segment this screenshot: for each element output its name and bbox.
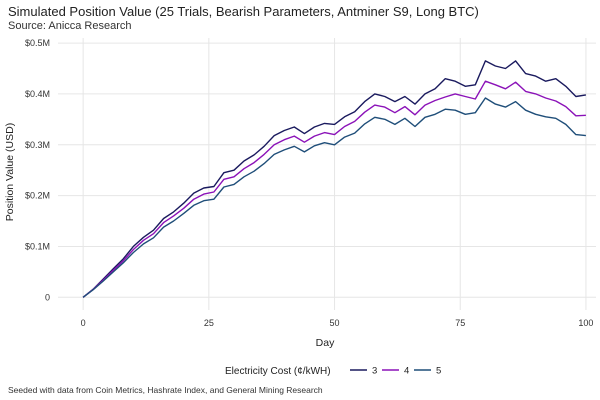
chart-caption: Seeded with data from Coin Metrics, Hash… [8, 385, 323, 395]
y-tick-label: $0.4M [25, 89, 50, 99]
series-line-4 [82, 80, 586, 298]
x-axis-title: Day [316, 337, 335, 349]
series-lines [82, 60, 587, 298]
x-tick-label: 50 [330, 318, 340, 328]
y-tick-label: $0.3M [25, 140, 50, 150]
series-line-3 [82, 60, 587, 298]
x-tick-label: 0 [81, 318, 86, 328]
x-tick-label: 75 [455, 318, 465, 328]
y-tick-label: 0 [45, 292, 50, 302]
series-line-5 [82, 97, 586, 298]
x-tick-label: 25 [204, 318, 214, 328]
legend-label-5: 5 [436, 366, 441, 377]
legend-label-3: 3 [372, 366, 377, 377]
x-tick-label: 100 [578, 318, 593, 328]
legend-title: Electricity Cost (¢/kWH) [225, 366, 331, 377]
y-axis-title: Position Value (USD) [4, 123, 16, 221]
chart-title: Simulated Position Value (25 Trials, Bea… [8, 4, 479, 19]
y-tick-label: $0.5M [25, 38, 50, 48]
y-axis-ticks: 0 $0.1M $0.2M $0.3M $0.4M $0.5M [25, 38, 50, 302]
chart-subtitle: Source: Anicca Research [8, 20, 132, 32]
x-axis-ticks: 0 25 50 75 100 [81, 318, 594, 328]
grid [58, 38, 596, 310]
y-tick-label: $0.2M [25, 191, 50, 201]
legend-label-4: 4 [404, 366, 409, 377]
legend: Electricity Cost (¢/kWH) 3 4 5 [225, 366, 441, 378]
y-tick-label: $0.1M [25, 241, 50, 251]
